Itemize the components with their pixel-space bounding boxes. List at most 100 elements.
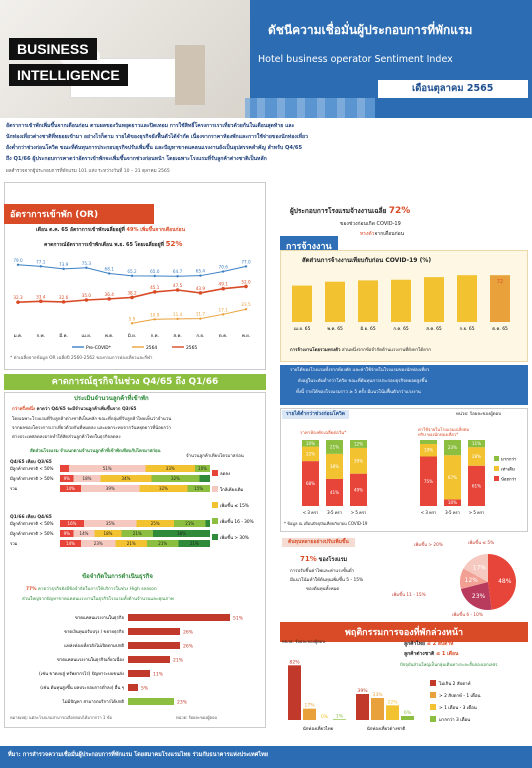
or-legend-label: 2565: [186, 345, 197, 351]
outlook-bar-segment: [115, 540, 147, 547]
or-data-label: 52.0: [241, 279, 251, 284]
risk-data-label: 5%: [141, 686, 149, 692]
outlook-data-label: 14%: [66, 486, 75, 491]
or-line-2: คาดการณ์อัตราการเข้าพักเดือน พ.ย. 65 โดย…: [44, 240, 183, 248]
or-point: [130, 274, 134, 278]
outlook-data-label: 32%: [171, 476, 180, 481]
cost-line-1: 71% ของโรงแรม: [300, 555, 348, 563]
outlook-data-label: 25%: [151, 521, 160, 526]
or-point: [62, 267, 65, 271]
outlook-row-label: รวม: [10, 486, 18, 491]
booking-data-label: 6%: [404, 710, 412, 716]
booking-legend-label: > 2 สัปดาห์ - 1 เดือน: [439, 692, 481, 699]
outlook-legend-label: เพิ่มขึ้น ≤ 15%: [220, 502, 249, 509]
income-legend-label: น้อยกว่า: [501, 477, 516, 483]
income-data-label: 21%: [330, 444, 339, 449]
or-data-label: 10.9: [150, 312, 160, 317]
or-point: [244, 265, 248, 268]
outlook-bar-segment: [153, 530, 210, 537]
outlook-bar-segment: [84, 520, 137, 527]
outlook-bar-segment: [60, 540, 81, 547]
or-data-label: 45.1: [150, 285, 160, 290]
income-panel: [280, 408, 528, 532]
or-x-tick: ส.ค.: [173, 333, 181, 339]
risk-bar: [128, 698, 174, 705]
outlook-band: คาดการณ์ธุรกิจในช่วง Q4/65 ถึง Q1/66: [4, 374, 266, 390]
outlook-bar-segment: [60, 485, 81, 492]
booking-line-3: ปัจจุบันส่วนใหญ่เป็นกลุ่มเดินทางระยะสั้น…: [400, 663, 498, 668]
risk-bar: [128, 642, 180, 649]
or-data-label: 73.9: [59, 262, 69, 267]
or-point: [175, 288, 180, 292]
emp-bar: [457, 275, 477, 322]
income-bar-segment: [444, 499, 461, 506]
risk-bar: [128, 628, 180, 635]
income-data-label: 11%: [472, 441, 481, 446]
or-point: [199, 317, 202, 320]
outlook-stacked-chart: มีลูกค้าต่างชาติ < 50% 51% 33% 10% มีลูกค้าต…: [10, 465, 254, 547]
income-group-1: ราคาห้องพักเฉลี่ยต่อวัน*: [300, 431, 347, 436]
or-data-label: 65.0: [150, 269, 160, 274]
or-point: [222, 270, 225, 273]
or-x-tick: พ.ค.: [105, 333, 114, 339]
pie-data-label: 23%: [472, 593, 486, 600]
outlook-data-label: 14%: [66, 541, 75, 546]
or-line-chart: 79.0 77.1 73.9 75.3 68.1 65.2 65.0 64.7 65.4 70.6…: [13, 258, 251, 351]
or-x-tick: ต.ค.: [219, 334, 228, 339]
outlook-data-label: 18%: [104, 531, 113, 536]
or-point: [61, 300, 66, 304]
or-data-label: 65.2: [127, 269, 137, 274]
income-data-label: 10%: [448, 500, 457, 505]
or-x-tick: ก.ย.: [196, 334, 204, 339]
outlook-data-label: 21%: [158, 541, 167, 546]
income-bar-segment: [302, 461, 319, 506]
pie-legend-label: เพิ่มขึ้น 11 - 15%: [392, 591, 426, 598]
booking-bar: [303, 708, 316, 720]
outlook-q1-label: Q1/66 เทียบ Q4/65: [10, 515, 52, 520]
or-point: [16, 263, 20, 266]
income-panel-title: รายได้ต่ำกว่าช่วงก่อนโควิด: [282, 410, 350, 420]
or-data-label: 32.3: [13, 295, 23, 300]
income-legend-label: มากกว่า: [501, 457, 516, 463]
income-bar-segment: [350, 447, 367, 474]
booking-data-label: 1%: [336, 713, 344, 719]
risk-data-label: 11%: [153, 672, 164, 678]
income-line-2: ยังอยู่ในระดับต่ำกว่าโควิด ขณะที่ต้นทุนก…: [298, 379, 428, 384]
pie-slice: [463, 554, 488, 582]
risk-item-label: แหล่งท่องเที่ยวยังไม่เปิดตามปกติ: [64, 642, 124, 649]
income-bar-segment: [350, 473, 367, 506]
outlook-data-label: 16%: [68, 521, 77, 526]
outlook-data-label: 9%: [64, 531, 71, 536]
pie-legend-label: เพิ่มขึ้น > 20%: [414, 541, 443, 548]
outlook-data-label: 21%: [127, 541, 136, 546]
income-data-label: 39%: [354, 458, 363, 463]
booking-legend-label: ไม่เกิน 2 สัปดาห์: [438, 681, 471, 687]
outlook-data-label: 35%: [106, 521, 115, 526]
emp-chart-title: สัดส่วนการจ้างงานเทียบกับก่อน COVID-19 (…: [302, 257, 432, 264]
or-data-label: 79.0: [13, 258, 23, 263]
booking-data-label: 33%: [372, 692, 383, 698]
income-legend-swatch: [494, 476, 499, 481]
outlook-bar-segment: [151, 475, 200, 482]
booking-data-label: 82%: [289, 659, 300, 665]
income-bar-segment: [420, 443, 437, 457]
or-point: [221, 286, 225, 291]
outlook-bar-segment: [60, 530, 74, 537]
income-bar-segment: [326, 478, 343, 506]
intelligence-label: INTELLIGENCE: [9, 64, 128, 86]
outlook-bar-segment: [187, 485, 210, 492]
booking-bar: [371, 698, 384, 720]
pie-data-label: 17%: [473, 565, 487, 572]
outlook-bar-segment: [136, 520, 174, 527]
or-data-label: 68.1: [105, 267, 115, 272]
income-data-label: 67%: [448, 475, 457, 480]
page-subtitle: Hotel business operator Sentiment Index: [258, 54, 453, 65]
or-data-label: 32.6: [59, 295, 69, 300]
emp-x-tick: ก.ค. 65: [393, 326, 409, 332]
risk-bar: [128, 684, 138, 691]
income-bar-segment: [302, 440, 319, 447]
or-data-label: 70.6: [219, 265, 229, 270]
emp-bar: [424, 277, 444, 322]
booking-legend-swatch: [430, 680, 436, 686]
intro-line-4: ถึง Q1/66 ผู้ประกอบการคาดว่าอัตราเข้าพัก…: [6, 156, 267, 162]
